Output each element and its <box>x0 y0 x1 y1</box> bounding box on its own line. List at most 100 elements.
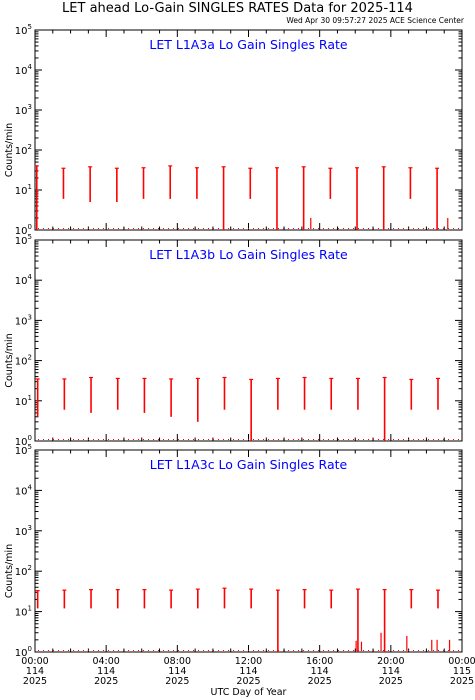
baseline-point <box>193 650 194 651</box>
baseline-point <box>398 439 399 440</box>
baseline-point <box>228 439 229 440</box>
baseline-point <box>393 228 394 229</box>
baseline-point <box>53 650 54 651</box>
baseline-point <box>98 228 99 229</box>
y-tick-label: 103 <box>15 313 32 327</box>
baseline-point <box>238 228 239 229</box>
y-tick-label: 105 <box>15 233 32 247</box>
baseline-point <box>273 228 274 229</box>
baseline-point <box>458 228 459 229</box>
baseline-point <box>303 439 304 440</box>
baseline-point <box>143 650 144 651</box>
baseline-point <box>293 439 294 440</box>
baseline-point <box>448 439 449 440</box>
baseline-point <box>188 439 189 440</box>
baseline-point <box>53 439 54 440</box>
baseline-point <box>208 439 209 440</box>
baseline-point <box>288 228 289 229</box>
baseline-point <box>193 228 194 229</box>
baseline-point <box>458 439 459 440</box>
baseline-point <box>183 228 184 229</box>
baseline-point <box>258 439 259 440</box>
x-tick-label-day: 114 <box>382 666 400 677</box>
baseline-point <box>128 439 129 440</box>
y-tick-label: 103 <box>15 103 32 117</box>
baseline-point <box>73 228 74 229</box>
y-axis-label: Counts/min <box>4 544 15 598</box>
baseline-point <box>43 228 44 229</box>
baseline-point <box>128 228 129 229</box>
x-tick-label-year: 2025 <box>379 676 403 687</box>
baseline-point <box>453 650 454 651</box>
baseline-point <box>163 439 164 440</box>
baseline-point <box>343 650 344 651</box>
baseline-point <box>238 439 239 440</box>
baseline-point <box>43 650 44 651</box>
baseline-point <box>203 228 204 229</box>
baseline-point <box>428 439 429 440</box>
baseline-point <box>153 228 154 229</box>
baseline-point <box>208 650 209 651</box>
x-tick-label-time: 08:00 <box>164 656 191 667</box>
panel-title: LET L1A3c Lo Gain Singles Rate <box>150 457 348 472</box>
baseline-point <box>283 228 284 229</box>
baseline-point <box>313 228 314 229</box>
baseline-point <box>88 650 89 651</box>
baseline-point <box>308 650 309 651</box>
y-tick-label: 105 <box>15 443 32 457</box>
baseline-point <box>43 439 44 440</box>
baseline-point <box>378 228 379 229</box>
baseline-point <box>413 650 414 651</box>
baseline-point <box>53 228 54 229</box>
x-tick-label-day: 114 <box>168 666 186 677</box>
baseline-point <box>58 439 59 440</box>
baseline-point <box>143 228 144 229</box>
baseline-point <box>403 439 404 440</box>
baseline-point <box>148 439 149 440</box>
baseline-point <box>363 650 364 651</box>
baseline-point <box>338 228 339 229</box>
baseline-point <box>38 650 39 651</box>
baseline-point <box>273 439 274 440</box>
baseline-point <box>248 228 249 229</box>
baseline-point <box>93 228 94 229</box>
baseline-point <box>348 650 349 651</box>
page-title: LET ahead Lo-Gain SINGLES RATES Data for… <box>62 1 413 16</box>
baseline-point <box>138 650 139 651</box>
baseline-point <box>198 228 199 229</box>
baseline-point <box>413 228 414 229</box>
baseline-point <box>428 228 429 229</box>
baseline-point <box>383 650 384 651</box>
baseline-point <box>408 439 409 440</box>
baseline-point <box>38 439 39 440</box>
baseline-point <box>273 650 274 651</box>
baseline-point <box>438 650 439 651</box>
baseline-point <box>133 228 134 229</box>
baseline-point <box>63 650 64 651</box>
baseline-point <box>263 228 264 229</box>
y-tick-label: 102 <box>15 564 32 578</box>
baseline-point <box>158 228 159 229</box>
y-tick-label: 102 <box>15 143 32 157</box>
baseline-point <box>393 439 394 440</box>
baseline-point <box>183 650 184 651</box>
baseline-point <box>133 439 134 440</box>
y-tick-label: 101 <box>15 605 32 619</box>
baseline-point <box>168 228 169 229</box>
baseline-point <box>118 650 119 651</box>
baseline-point <box>243 228 244 229</box>
baseline-point <box>108 228 109 229</box>
baseline-point <box>423 228 424 229</box>
x-tick-label-year: 2025 <box>450 676 474 687</box>
baseline-point <box>178 228 179 229</box>
baseline-point <box>203 439 204 440</box>
baseline-point <box>223 650 224 651</box>
y-tick-label: 104 <box>15 63 33 77</box>
baseline-point <box>248 439 249 440</box>
baseline-point <box>408 228 409 229</box>
baseline-point <box>443 439 444 440</box>
baseline-point <box>118 228 119 229</box>
baseline-point <box>163 228 164 229</box>
baseline-point <box>253 439 254 440</box>
baseline-point <box>88 439 89 440</box>
